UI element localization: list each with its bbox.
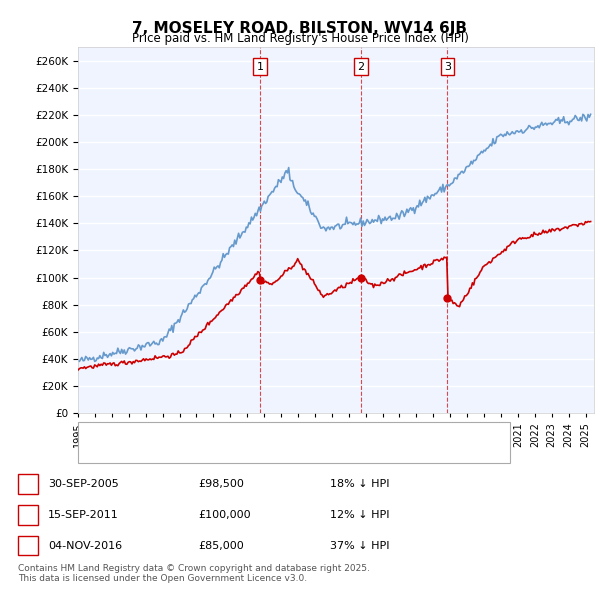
Text: 1: 1 <box>25 480 31 489</box>
Text: ——: —— <box>90 445 115 458</box>
Text: 15-SEP-2011: 15-SEP-2011 <box>48 510 119 520</box>
Text: £100,000: £100,000 <box>198 510 251 520</box>
Text: Price paid vs. HM Land Registry's House Price Index (HPI): Price paid vs. HM Land Registry's House … <box>131 32 469 45</box>
Text: 7, MOSELEY ROAD, BILSTON, WV14 6JB: 7, MOSELEY ROAD, BILSTON, WV14 6JB <box>133 21 467 35</box>
Text: 2: 2 <box>357 62 364 72</box>
Text: 37% ↓ HPI: 37% ↓ HPI <box>330 541 389 550</box>
Text: 3: 3 <box>444 62 451 72</box>
Text: 12% ↓ HPI: 12% ↓ HPI <box>330 510 389 520</box>
Text: ——: —— <box>90 427 115 440</box>
Text: 7, MOSELEY ROAD, BILSTON, WV14 6JB (semi-detached house): 7, MOSELEY ROAD, BILSTON, WV14 6JB (semi… <box>114 428 428 438</box>
Text: Contains HM Land Registry data © Crown copyright and database right 2025.
This d: Contains HM Land Registry data © Crown c… <box>18 563 370 583</box>
Text: 2: 2 <box>25 510 31 520</box>
Text: 18% ↓ HPI: 18% ↓ HPI <box>330 480 389 489</box>
Text: 04-NOV-2016: 04-NOV-2016 <box>48 541 122 550</box>
Text: £85,000: £85,000 <box>198 541 244 550</box>
Text: 1: 1 <box>256 62 263 72</box>
Text: £98,500: £98,500 <box>198 480 244 489</box>
Text: 3: 3 <box>25 541 31 550</box>
Text: 30-SEP-2005: 30-SEP-2005 <box>48 480 119 489</box>
Text: HPI: Average price, semi-detached house, Wolverhampton: HPI: Average price, semi-detached house,… <box>114 447 404 457</box>
